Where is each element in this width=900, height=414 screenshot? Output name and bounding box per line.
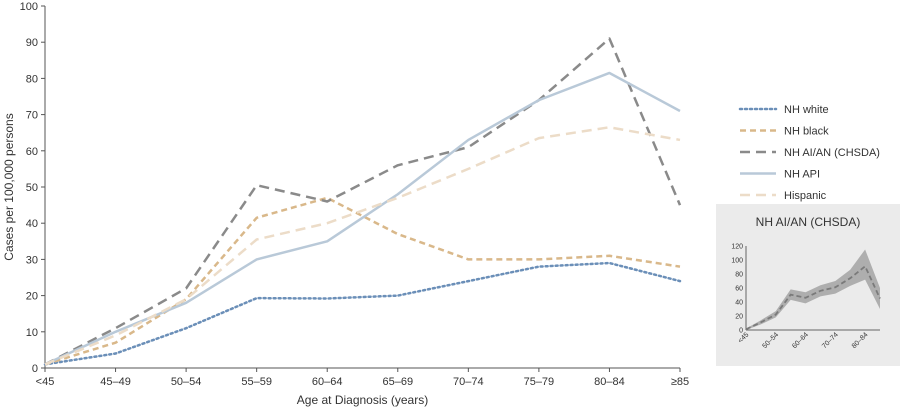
- y-tick-label: 80: [26, 73, 38, 85]
- legend-label: NH API: [784, 169, 820, 181]
- y-tick-label: 70: [26, 110, 38, 122]
- legend-label: NH white: [784, 104, 829, 116]
- x-tick-label: ≥85: [671, 376, 689, 388]
- series-line-nh-white: [43, 261, 682, 366]
- inset-y-tick-label: 40: [735, 300, 743, 307]
- legend-label: NH black: [784, 126, 829, 138]
- inset-y-tick-label: 20: [735, 314, 743, 321]
- y-tick-label: 0: [32, 363, 38, 375]
- y-tick-label: 90: [26, 37, 38, 49]
- legend-label: NH AI/AN (CHSDA): [784, 147, 880, 159]
- inset-y-tick-label: 120: [731, 244, 743, 251]
- inset-y-tick-label: 80: [735, 272, 743, 279]
- y-tick-label: 100: [20, 1, 38, 13]
- inset-series-line: [745, 264, 881, 331]
- inset-title: NH AI/AN (CHSDA): [756, 215, 861, 229]
- y-tick-label: 20: [26, 291, 38, 303]
- x-axis-label: Age at Diagnosis (years): [297, 393, 428, 407]
- y-tick-label: 10: [26, 327, 38, 339]
- series-line-nh-black: [44, 196, 681, 366]
- inset-confidence-band: [746, 249, 880, 330]
- series-line-nh-api: [44, 71, 681, 366]
- x-tick-label: 50–54: [171, 376, 202, 388]
- y-axis-label: Cases per 100,000 persons: [2, 113, 16, 260]
- x-tick-label: 80–84: [594, 376, 625, 388]
- series-line-nh-ai-an-chsda-: [44, 37, 682, 366]
- y-tick-label: 50: [26, 182, 38, 194]
- x-tick-label: 75–79: [524, 376, 555, 388]
- y-tick-label: 60: [26, 146, 38, 158]
- inset-y-tick-label: 60: [735, 286, 743, 293]
- series-line-hispanic: [44, 126, 681, 366]
- x-tick-label: 45–49: [100, 376, 131, 388]
- y-tick-label: 30: [26, 254, 38, 266]
- x-tick-label: 65–69: [382, 376, 413, 388]
- x-tick-label: 60–64: [312, 376, 343, 388]
- legend-label: Hispanic: [784, 190, 827, 202]
- y-tick-label: 40: [26, 218, 38, 230]
- x-tick-label: 70–74: [453, 376, 484, 388]
- x-tick-label: 55–59: [241, 376, 272, 388]
- x-tick-label: <45: [36, 376, 55, 388]
- inset-y-tick-label: 100: [731, 258, 743, 265]
- inset-y-tick-label: 0: [739, 328, 743, 335]
